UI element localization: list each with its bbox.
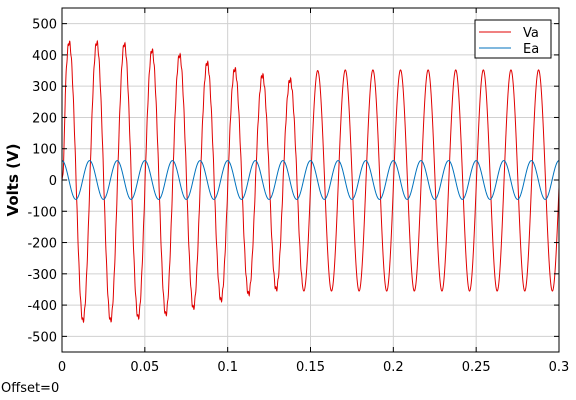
- series-line-ea: [61, 160, 560, 200]
- x-tick-label: 0.25: [462, 360, 491, 375]
- y-tick-label: -200: [27, 237, 57, 252]
- y-tick-label: 400: [32, 49, 57, 64]
- series-lines: [61, 39, 560, 324]
- series-line-va: [61, 39, 560, 324]
- x-tick-label: 0.3: [549, 360, 570, 375]
- legend-label-ea: Ea: [523, 42, 539, 57]
- y-tick-label: -500: [27, 330, 57, 345]
- x-tick-label: 0: [58, 360, 66, 375]
- y-tick-label: 500: [32, 18, 57, 33]
- x-tick-label: 0.05: [130, 360, 159, 375]
- offset-label: Offset=0: [1, 381, 60, 396]
- legend-box: [474, 19, 552, 59]
- axis-ticks: [61, 8, 560, 352]
- legend-label-va: Va: [523, 26, 539, 41]
- x-tick-label: 0.1: [217, 360, 238, 375]
- x-tick-label: 0.2: [383, 360, 404, 375]
- y-tick-label: 200: [32, 111, 57, 126]
- y-tick-label: -400: [27, 299, 57, 314]
- y-axis-label: Volts (V): [4, 144, 22, 217]
- y-tick-label: 300: [32, 80, 57, 95]
- legend: Va Ea: [474, 19, 552, 59]
- y-tick-label: 100: [32, 143, 57, 158]
- x-tick-label: 0.15: [296, 360, 325, 375]
- y-tick-label: -100: [27, 205, 57, 220]
- tick-labels: 0 0.05 0.1 0.15 0.2 0.25 0.3 -500 -400 -300 -200 -1…: [27, 18, 569, 375]
- y-tick-label: 0: [49, 174, 57, 189]
- y-tick-label: -300: [27, 268, 57, 283]
